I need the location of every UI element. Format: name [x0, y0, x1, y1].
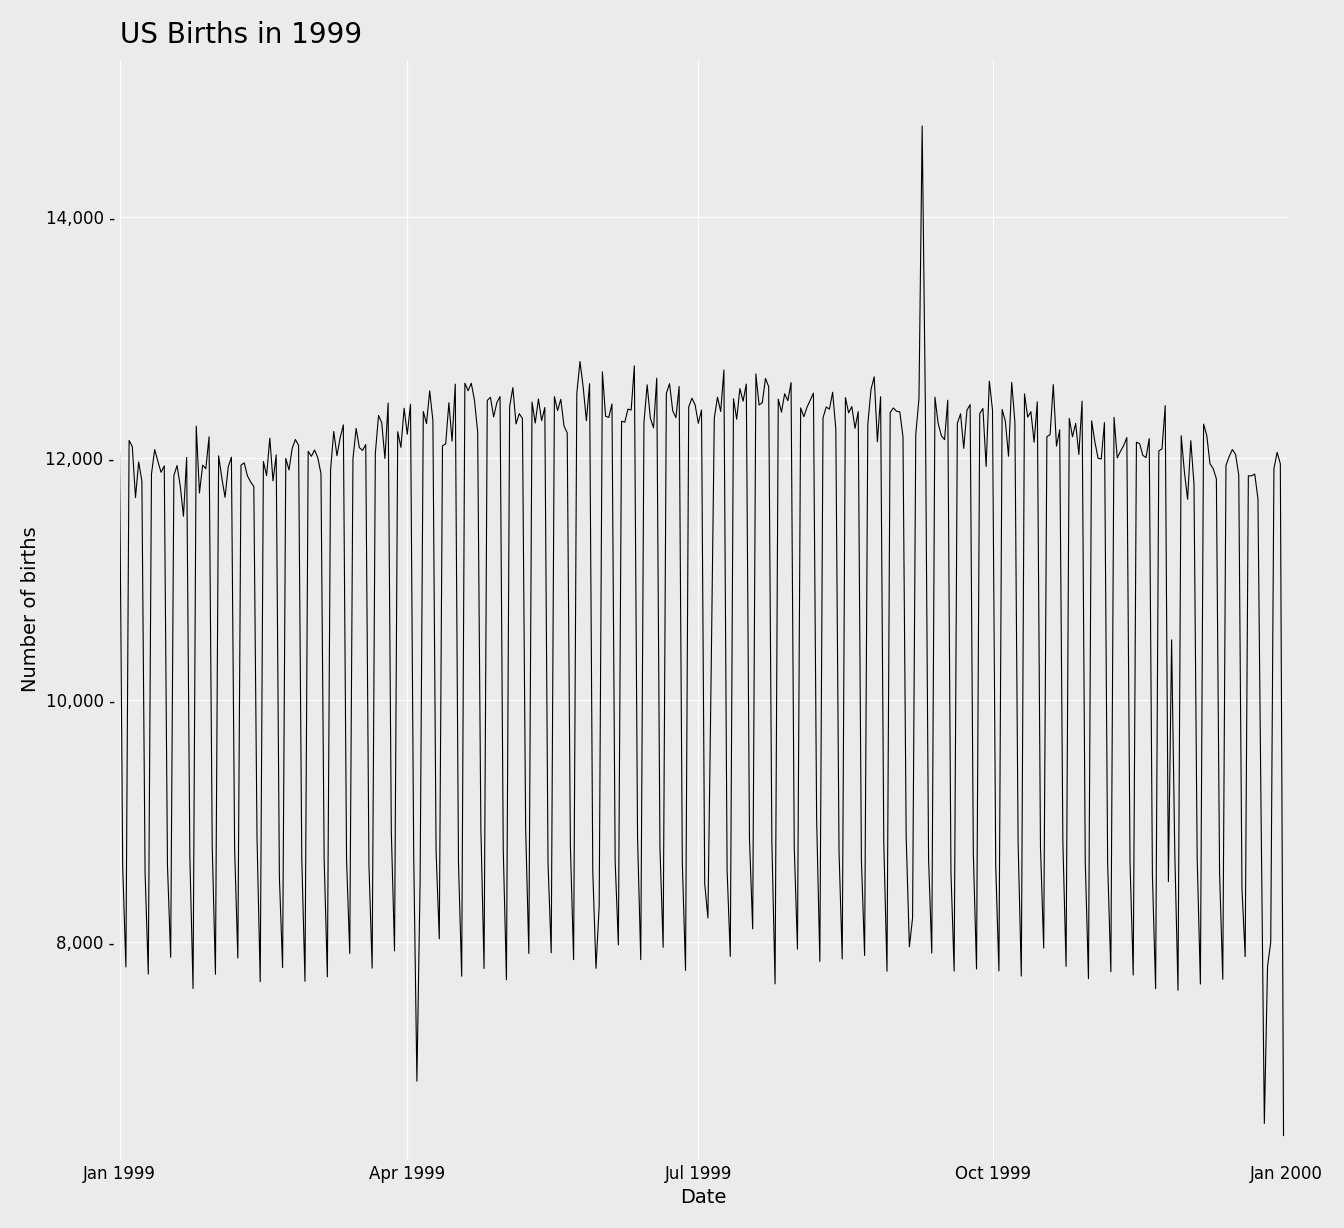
X-axis label: Date: Date: [680, 1189, 726, 1207]
Y-axis label: Number of births: Number of births: [22, 527, 40, 693]
Text: US Births in 1999: US Births in 1999: [120, 21, 362, 49]
